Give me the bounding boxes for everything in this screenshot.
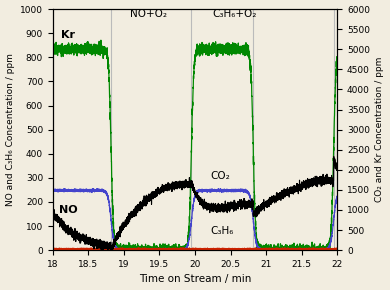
Text: Kr: Kr — [61, 30, 75, 40]
Text: C₃H₆: C₃H₆ — [211, 226, 234, 236]
X-axis label: Time on Stream / min: Time on Stream / min — [139, 274, 251, 284]
Text: CO₂: CO₂ — [211, 171, 230, 181]
Text: C₃H₆+O₂: C₃H₆+O₂ — [212, 9, 256, 19]
Text: NO+O₂: NO+O₂ — [130, 9, 167, 19]
Text: NO: NO — [58, 205, 77, 215]
Y-axis label: CO₂ and Kr Concentration / ppm: CO₂ and Kr Concentration / ppm — [376, 57, 385, 202]
Y-axis label: NO and C₃H₆ Concentration / ppm: NO and C₃H₆ Concentration / ppm — [5, 53, 14, 206]
